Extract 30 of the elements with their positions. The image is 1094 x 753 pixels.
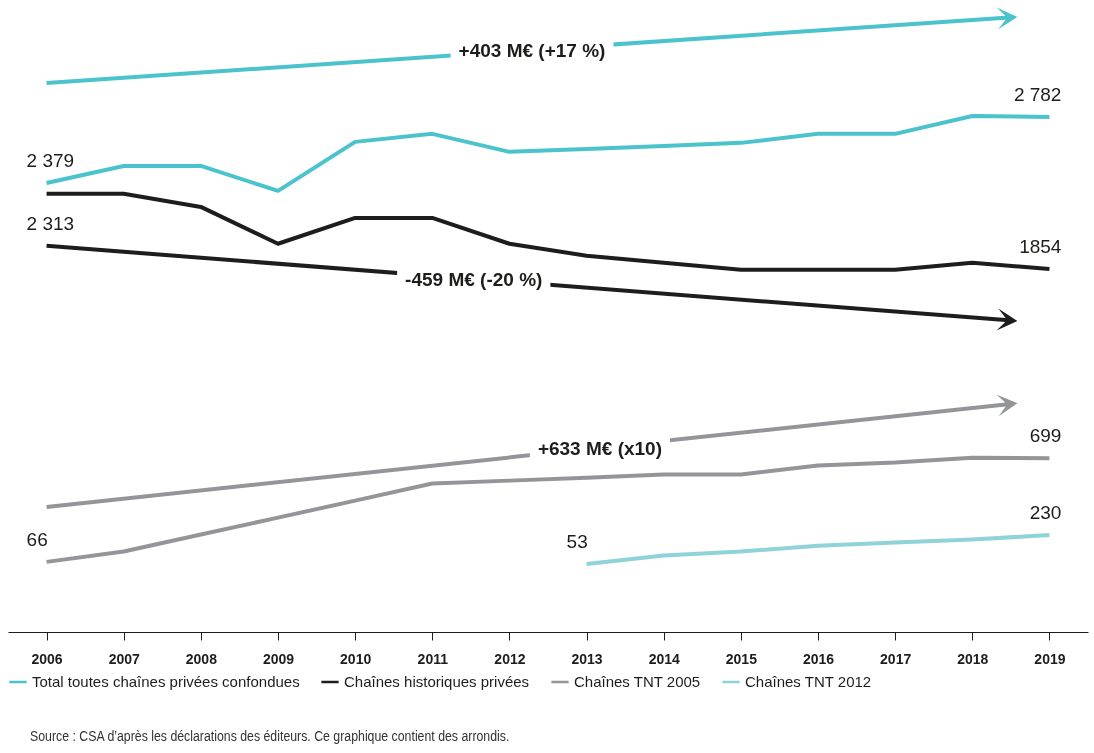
data-label: 66 bbox=[26, 528, 48, 550]
source-note: Source : CSA d’après les déclarations des éditeurs. Ce graphique contient des arrondis. bbox=[30, 728, 510, 744]
annotation: +633 M€ (x10) bbox=[537, 437, 663, 459]
data-label: 2 313 bbox=[26, 212, 75, 234]
data-label: 53 bbox=[566, 531, 588, 552]
x-tick-label: 2019 bbox=[1034, 650, 1066, 667]
x-tick-label: 2016 bbox=[802, 650, 835, 667]
x-tick-label: 2006 bbox=[31, 650, 63, 667]
x-tick-label: 2015 bbox=[725, 650, 758, 667]
x-tick-label: 2014 bbox=[648, 650, 680, 667]
data-label: 2 782 bbox=[1013, 83, 1062, 105]
x-tick-label: 2010 bbox=[340, 650, 372, 667]
x-tick-label: 2013 bbox=[571, 650, 603, 667]
legend-label: Chaînes TNT 2005 bbox=[574, 673, 701, 690]
text: +403 M€ (+17 %) bbox=[458, 39, 606, 61]
data-label: 230 bbox=[1029, 502, 1062, 524]
annotation: -459 M€ (-20 %) bbox=[405, 268, 543, 290]
x-tick-label: 2008 bbox=[185, 650, 218, 667]
x-tick-label: 2017 bbox=[880, 650, 912, 667]
legend-label: Chaînes historiques privées bbox=[344, 673, 530, 690]
x-tick-label: 2009 bbox=[262, 650, 295, 667]
data-label: 699 bbox=[1029, 425, 1062, 447]
x-tick-label: 2007 bbox=[108, 650, 140, 667]
x-tick-label: 2012 bbox=[494, 650, 526, 667]
legend-label: Total toutes chaînes privées confondues bbox=[32, 673, 300, 690]
data-label: 2 379 bbox=[26, 150, 75, 171]
data-label: 1854 bbox=[1019, 235, 1062, 257]
legend-label: Chaînes TNT 2012 bbox=[745, 673, 872, 690]
x-tick-label: 2018 bbox=[957, 650, 989, 667]
x-tick-label: 2011 bbox=[417, 650, 449, 667]
